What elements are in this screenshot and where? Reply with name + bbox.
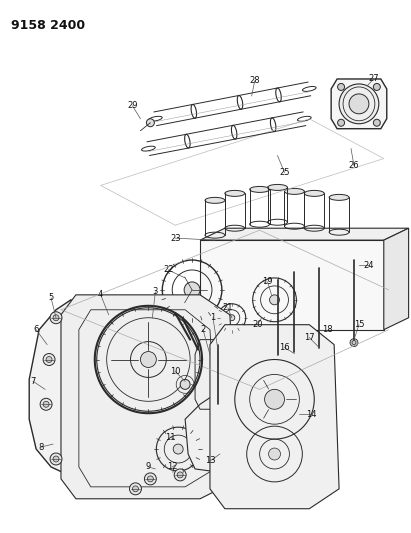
Circle shape — [177, 472, 183, 478]
Circle shape — [132, 486, 139, 492]
Text: 21: 21 — [223, 303, 233, 312]
Circle shape — [265, 389, 284, 409]
Circle shape — [144, 473, 156, 485]
Polygon shape — [61, 295, 240, 499]
Text: 10: 10 — [170, 367, 180, 376]
Text: 9158 2400: 9158 2400 — [12, 19, 85, 33]
Text: 13: 13 — [205, 456, 215, 465]
Ellipse shape — [268, 184, 287, 190]
Text: 14: 14 — [306, 410, 316, 419]
Text: 19: 19 — [262, 277, 273, 286]
Text: 26: 26 — [349, 161, 359, 170]
Text: 2: 2 — [201, 325, 206, 334]
Circle shape — [141, 352, 156, 367]
Circle shape — [53, 456, 59, 462]
Text: 22: 22 — [163, 265, 173, 274]
Circle shape — [53, 315, 59, 321]
Text: 15: 15 — [354, 320, 364, 329]
Polygon shape — [200, 240, 384, 330]
Ellipse shape — [250, 187, 270, 192]
Text: 4: 4 — [98, 290, 103, 300]
Polygon shape — [210, 325, 339, 508]
Circle shape — [229, 315, 235, 321]
Polygon shape — [331, 79, 387, 129]
Text: 18: 18 — [322, 325, 332, 334]
Polygon shape — [200, 228, 409, 240]
Circle shape — [291, 351, 298, 359]
Text: 9: 9 — [146, 463, 151, 472]
Circle shape — [148, 476, 153, 482]
Circle shape — [339, 84, 379, 124]
Text: 7: 7 — [30, 377, 36, 386]
Circle shape — [50, 453, 62, 465]
Text: 23: 23 — [170, 233, 180, 243]
Ellipse shape — [304, 190, 324, 196]
Text: 29: 29 — [127, 101, 138, 110]
Circle shape — [373, 119, 380, 126]
Ellipse shape — [225, 190, 245, 196]
Text: 3: 3 — [152, 287, 158, 296]
Ellipse shape — [329, 195, 349, 200]
Text: 8: 8 — [39, 442, 44, 451]
Circle shape — [337, 119, 344, 126]
Text: 16: 16 — [279, 343, 290, 352]
Circle shape — [268, 448, 280, 460]
Circle shape — [146, 119, 155, 127]
Circle shape — [350, 338, 358, 346]
Text: 25: 25 — [279, 168, 290, 177]
Polygon shape — [384, 228, 409, 330]
Circle shape — [131, 342, 166, 377]
Circle shape — [43, 353, 55, 366]
Text: 12: 12 — [167, 463, 178, 472]
Circle shape — [46, 357, 52, 362]
Circle shape — [337, 84, 344, 91]
Ellipse shape — [205, 197, 225, 203]
Circle shape — [129, 483, 141, 495]
Text: 24: 24 — [364, 261, 374, 270]
Circle shape — [173, 444, 183, 454]
Ellipse shape — [284, 188, 304, 195]
Text: 1: 1 — [210, 313, 216, 322]
Circle shape — [373, 84, 380, 91]
Circle shape — [214, 341, 222, 349]
Circle shape — [180, 379, 190, 389]
Circle shape — [184, 282, 200, 298]
Polygon shape — [29, 300, 101, 474]
Polygon shape — [185, 389, 240, 471]
Text: 17: 17 — [304, 333, 314, 342]
Circle shape — [174, 469, 186, 481]
Text: 11: 11 — [165, 433, 175, 442]
Circle shape — [43, 401, 49, 407]
Text: 20: 20 — [252, 320, 263, 329]
Circle shape — [349, 94, 369, 114]
Text: 6: 6 — [33, 325, 39, 334]
Circle shape — [50, 312, 62, 324]
Text: 27: 27 — [369, 75, 379, 84]
Circle shape — [315, 346, 323, 354]
Text: 28: 28 — [249, 76, 260, 85]
Text: 5: 5 — [48, 293, 54, 302]
Circle shape — [40, 398, 52, 410]
Circle shape — [274, 353, 282, 361]
Circle shape — [270, 295, 279, 305]
